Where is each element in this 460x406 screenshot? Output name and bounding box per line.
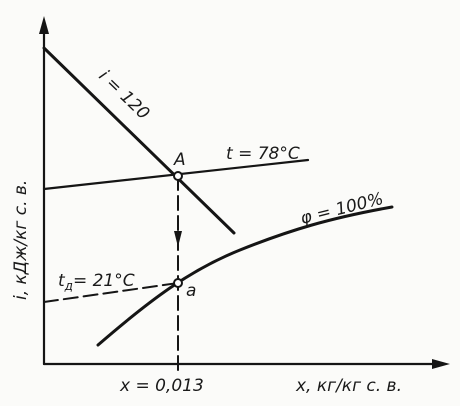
point-A (173, 171, 183, 181)
x-axis-label: x, кг/кг с. в. (295, 376, 402, 396)
saturation-curve-label: φ = 100% (298, 189, 385, 229)
y-axis-label: i, кДж/кг с. в. (11, 180, 31, 300)
enthalpy-line (42, 46, 236, 235)
dew-point-label: tд= 21°C (58, 271, 135, 293)
dew-point-subscript: д (64, 279, 73, 293)
dew-point-line (43, 282, 179, 303)
enthalpy-line-label: i = 120 (95, 66, 154, 124)
y-axis-arrow (39, 16, 49, 34)
dew-point-symbol: t (58, 271, 66, 291)
down-arrow (174, 231, 182, 247)
dew-point-value: = 21°C (73, 271, 135, 291)
point-a (173, 278, 183, 288)
point-a-label: a (186, 281, 196, 301)
point-A-label: A (173, 150, 186, 170)
temperature-line-label: t = 78°C (226, 144, 300, 164)
x-tick-label: x = 0,013 (119, 376, 204, 396)
x-axis-arrow (432, 359, 450, 369)
saturation-curve (96, 205, 394, 347)
